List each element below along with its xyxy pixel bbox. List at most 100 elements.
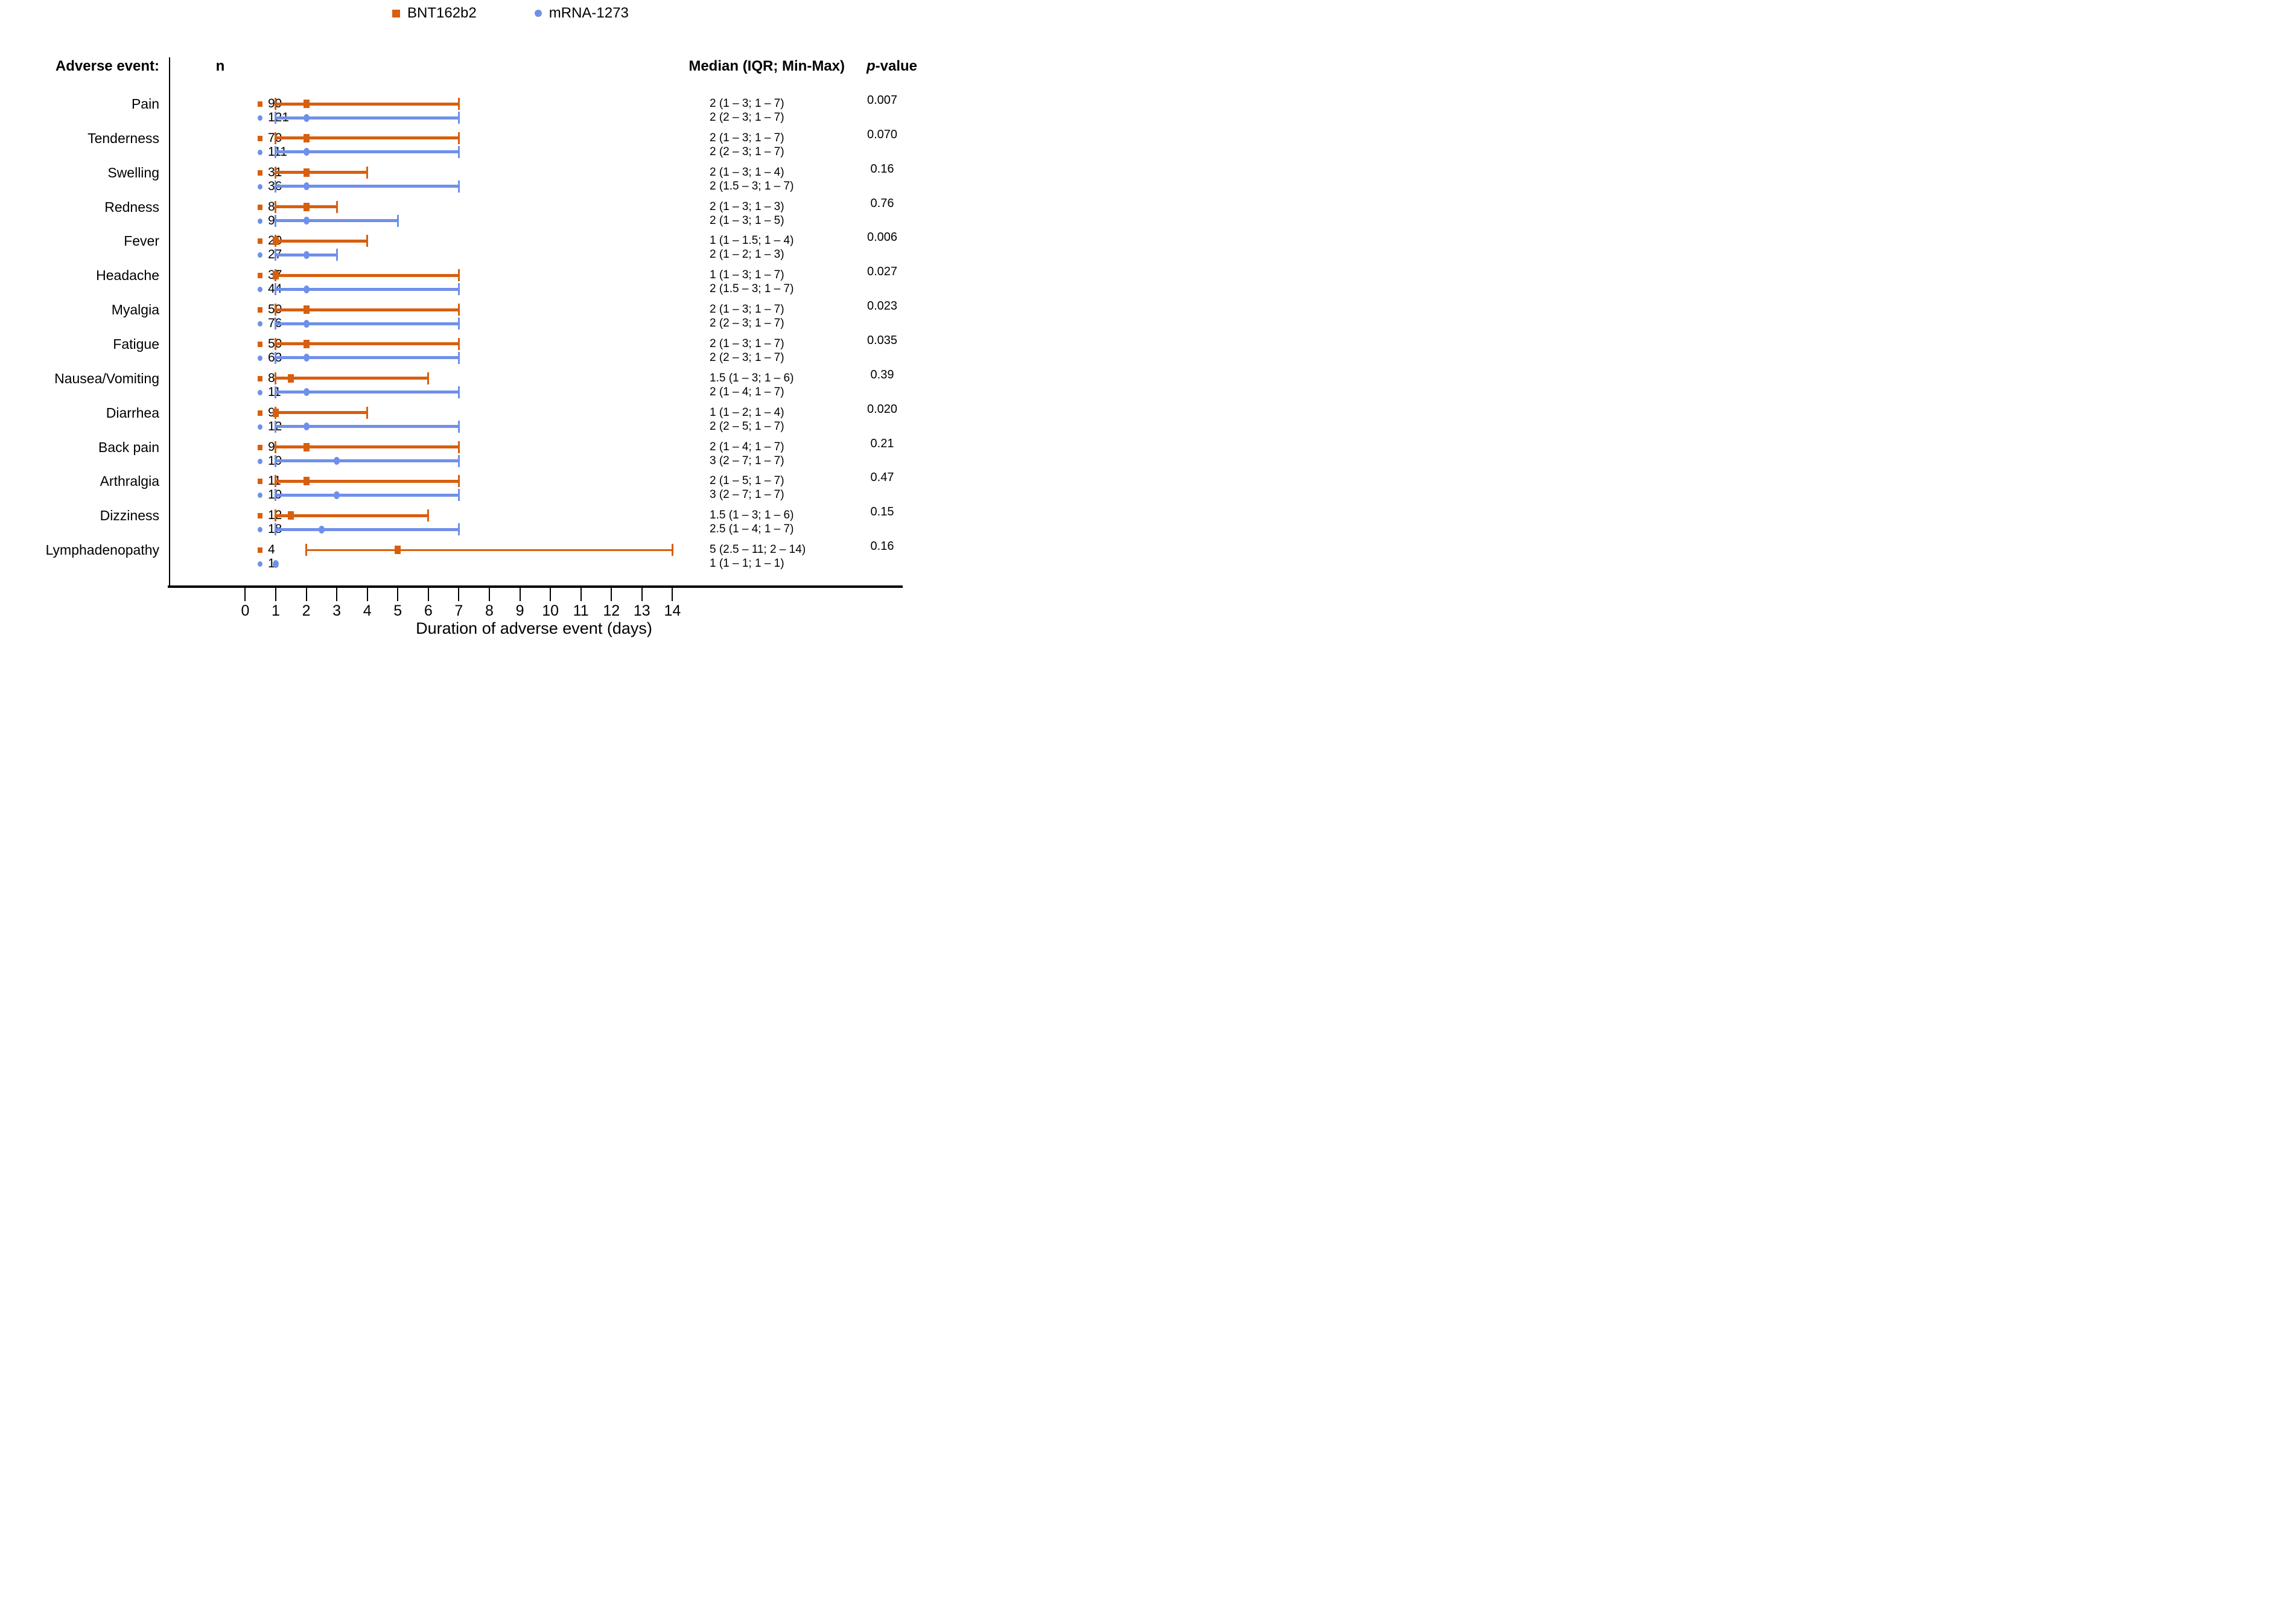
n-square-icon <box>258 513 262 519</box>
whisker-cap <box>275 372 277 384</box>
whisker-cap <box>275 145 277 158</box>
n-value-bnt162b2: 4 <box>268 543 275 557</box>
n-value-bnt162b2: 8 <box>268 199 275 214</box>
whisker-cap <box>457 145 460 158</box>
whisker-cap <box>275 386 277 398</box>
whisker-bar <box>275 390 459 394</box>
whisker-cap <box>457 98 460 110</box>
p-value: 0.006 <box>867 231 898 244</box>
x-tick-label: 9 <box>515 602 524 619</box>
whisker-cap <box>366 406 369 419</box>
x-tick-label: 4 <box>363 602 372 619</box>
p-value: 0.027 <box>867 265 898 279</box>
x-tick <box>672 588 673 601</box>
x-tick <box>580 588 582 601</box>
whisker-cap <box>275 214 277 227</box>
p-value: 0.15 <box>870 505 894 519</box>
whisker-cap <box>275 283 277 296</box>
median-text-mrna-1273: 3 (2 – 7; 1 – 7) <box>710 488 784 502</box>
x-tick <box>336 588 338 601</box>
whisker-cap <box>457 337 460 350</box>
p-value: 0.023 <box>867 299 898 313</box>
median-marker-mrna-1273-circle-icon <box>318 525 325 534</box>
median-marker-bnt162b2-square-icon <box>272 271 279 280</box>
whisker-bar <box>275 273 459 277</box>
whisker-cap <box>275 523 277 536</box>
median-marker-mrna-1273-circle-icon <box>303 388 310 397</box>
x-axis-title: Duration of adverse event (days) <box>416 619 652 637</box>
whisker-bar <box>275 528 459 531</box>
median-marker-mrna-1273-circle-icon <box>303 182 310 191</box>
median-text-mrna-1273: 2 (1 – 3; 1 – 5) <box>710 214 784 227</box>
x-tick-label: 0 <box>241 602 250 619</box>
whisker-cap <box>275 337 277 350</box>
x-tick <box>641 588 643 601</box>
x-tick-label: 11 <box>573 602 589 619</box>
whisker-bar <box>275 308 459 311</box>
whisker-bar <box>275 116 459 120</box>
n-square-icon <box>258 375 262 381</box>
whisker-bar <box>275 102 459 106</box>
whisker-cap <box>275 249 277 261</box>
n-circle-icon <box>258 183 262 190</box>
median-marker-mrna-1273-circle-icon <box>334 457 340 465</box>
whisker-bar <box>275 514 428 517</box>
x-tick <box>488 588 490 601</box>
whisker-cap <box>457 304 460 316</box>
row-label: Arthralgia <box>100 473 159 489</box>
median-text-bnt162b2: 2 (1 – 5; 1 – 7) <box>710 474 784 488</box>
median-marker-mrna-1273-circle-icon <box>334 491 340 499</box>
n-circle-icon <box>258 149 262 155</box>
median-text-mrna-1273: 2 (2 – 3; 1 – 7) <box>710 111 784 124</box>
median-marker-mrna-1273-circle-icon <box>303 113 310 122</box>
median-text-bnt162b2: 1 (1 – 3; 1 – 7) <box>710 269 784 282</box>
n-square-icon <box>258 479 262 485</box>
row-label: Myalgia <box>111 302 159 318</box>
median-text-mrna-1273: 2 (2 – 3; 1 – 7) <box>710 351 784 364</box>
median-text-mrna-1273: 2 (2 – 3; 1 – 7) <box>710 317 784 330</box>
x-tick-label: 8 <box>485 602 494 619</box>
x-tick <box>366 588 368 601</box>
median-text-bnt162b2: 2 (1 – 3; 1 – 7) <box>710 97 784 110</box>
x-tick <box>611 588 612 601</box>
n-circle-icon <box>258 287 262 293</box>
median-text-bnt162b2: 5 (2.5 – 11; 2 – 14) <box>710 543 806 556</box>
median-marker-mrna-1273-circle-icon <box>303 285 310 293</box>
whisker-cap <box>457 475 460 488</box>
median-text-bnt162b2: 2 (1 – 3; 1 – 7) <box>710 337 784 350</box>
median-text-mrna-1273: 2 (1.5 – 3; 1 – 7) <box>710 179 794 193</box>
n-square-icon <box>258 135 262 141</box>
whisker-bar <box>275 150 459 154</box>
median-marker-bnt162b2-square-icon <box>303 202 310 211</box>
n-circle-icon <box>258 321 262 327</box>
median-text-bnt162b2: 1.5 (1 – 3; 1 – 6) <box>710 509 794 522</box>
whisker-cap <box>275 98 277 110</box>
whisker-bar <box>275 171 367 174</box>
whisker-cap <box>275 132 277 144</box>
n-value-bnt162b2: 9 <box>268 405 275 419</box>
row-label: Redness <box>104 199 159 215</box>
median-marker-mrna-1273-circle-icon <box>303 319 310 328</box>
whisker-cap <box>275 317 277 330</box>
x-tick-label: 6 <box>424 602 433 619</box>
whisker-cap <box>457 112 460 124</box>
x-tick <box>458 588 460 601</box>
whisker-cap <box>457 489 460 502</box>
n-circle-icon <box>258 527 262 533</box>
median-text-mrna-1273: 2 (2 – 3; 1 – 7) <box>710 145 784 158</box>
p-value: 0.020 <box>867 402 898 416</box>
row-label: Fatigue <box>113 336 159 352</box>
median-text-mrna-1273: 3 (2 – 7; 1 – 7) <box>710 454 784 467</box>
median-marker-mrna-1273-circle-icon <box>303 148 310 156</box>
p-value: 0.035 <box>867 333 898 347</box>
x-tick <box>519 588 521 601</box>
x-tick-label: 12 <box>603 602 620 619</box>
n-square-icon <box>258 204 262 210</box>
column-header-p-value: p-value <box>866 58 917 74</box>
n-circle-icon <box>258 355 262 361</box>
whisker-bar <box>275 411 367 415</box>
median-text-bnt162b2: 1 (1 – 1.5; 1 – 4) <box>710 234 794 247</box>
n-square-icon <box>258 273 262 279</box>
n-square-icon <box>258 101 262 107</box>
n-value-mrna-1273: 1 <box>268 556 275 571</box>
